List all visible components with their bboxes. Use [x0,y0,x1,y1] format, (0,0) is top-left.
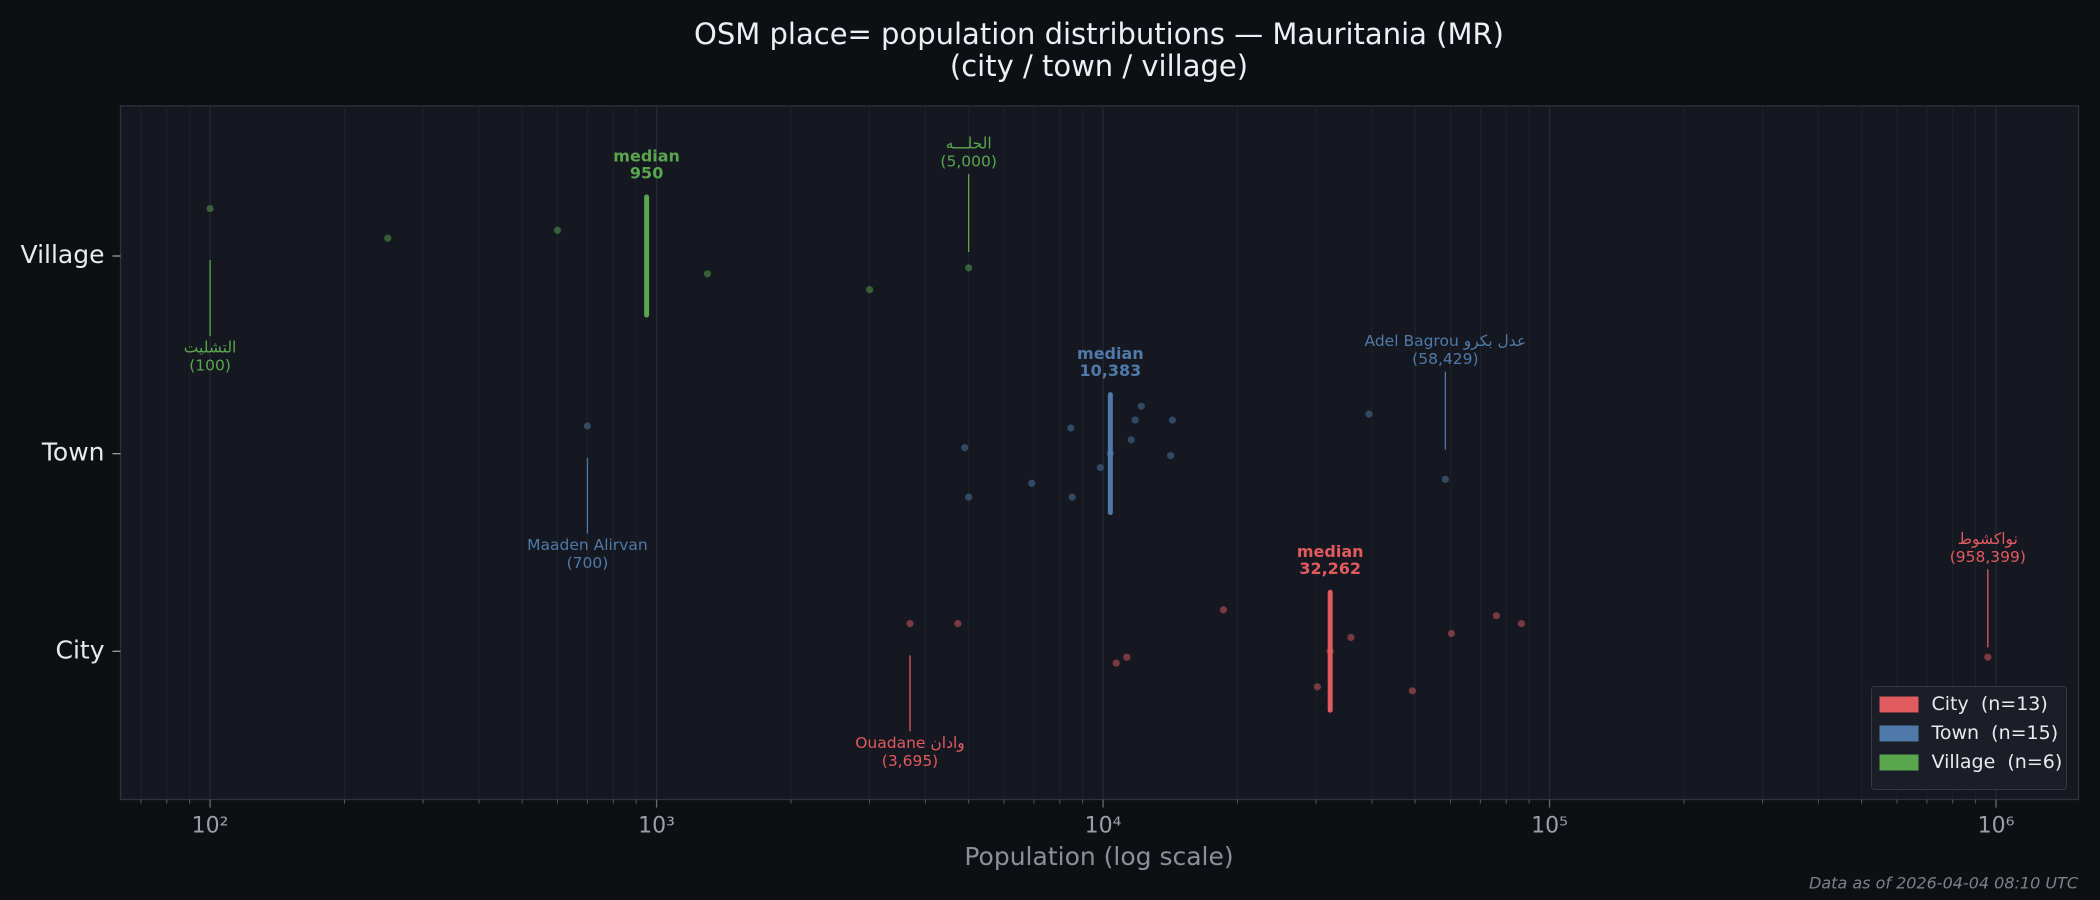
point [1408,687,1417,695]
legend-label: Town (n=15) [1931,722,2059,744]
point [1131,416,1139,424]
point [1517,620,1526,628]
point [206,204,214,213]
point [553,226,562,234]
plot-area [119,105,2080,801]
x-axis-label: Population (log scale) [964,842,1233,871]
legend-label: City (n=13) [1932,693,2048,715]
annotation-name: Maaden Alirvan [527,536,648,554]
annotation-value: (700) [567,554,609,572]
annotation-value: (100) [189,357,231,375]
x-tick-label: 10³ [638,814,675,839]
legend-swatch [1879,725,1919,742]
y-tick-label: Village [21,240,105,269]
point [906,620,914,628]
median-caption: median [613,147,680,166]
point [1096,463,1104,472]
point [1112,659,1120,667]
chart-title: OSM place= population distributions — Ma… [694,17,1504,51]
point [965,264,973,272]
point [1127,436,1135,444]
point [583,422,592,430]
median-label: 10,383 [1079,361,1141,380]
legend-box [1871,686,2067,790]
chart-subtitle: (city / town / village) [950,49,1248,83]
point [384,234,392,242]
point [1313,683,1321,691]
point [1447,629,1456,638]
median-caption: median [1077,344,1144,363]
point [1441,475,1449,483]
point [1067,424,1075,432]
footnote: Data as of 2026-04-04 08:10 UTC [1809,874,2079,893]
legend-label: Village (n=6) [1932,751,2063,773]
y-tick-label: Town [41,438,105,467]
x-tick-label: 10⁶ [1978,814,2015,839]
annotation-name: Adel Bagrou عدل بكرو [1365,332,1527,351]
annotation-value: (958,399) [1950,548,2026,566]
y-tick-label: City [56,635,105,664]
median-label: 950 [630,164,663,183]
point [1984,653,1992,661]
median-caption: median [1297,542,1364,561]
point [1168,416,1177,424]
point [703,270,712,278]
point [965,493,973,501]
annotation-value: (5,000) [940,153,996,171]
annotation-name: Ouadane وادان [855,734,965,753]
point [1492,612,1500,620]
annotation-name: نواكشوط [1958,530,2018,548]
point [1068,493,1076,501]
annotation-value: (58,429) [1412,350,1478,368]
point [1123,653,1131,661]
point [1365,410,1373,418]
x-tick-label: 10⁵ [1531,814,1568,839]
annotation-name: الحلـــه [946,135,992,153]
x-tick-label: 10² [192,814,229,839]
point [961,444,969,452]
point [1028,479,1036,487]
point [1167,452,1175,460]
annotation-name: التشليت [184,339,237,357]
legend-swatch [1879,696,1919,713]
point [1347,633,1355,642]
point [1137,402,1145,410]
x-tick-label: 10⁴ [1085,814,1122,839]
point [1219,606,1227,614]
point [866,286,874,294]
legend-swatch [1879,754,1919,771]
annotation-value: (3,695) [882,752,938,770]
median-label: 32,262 [1299,559,1361,578]
point [954,620,962,628]
